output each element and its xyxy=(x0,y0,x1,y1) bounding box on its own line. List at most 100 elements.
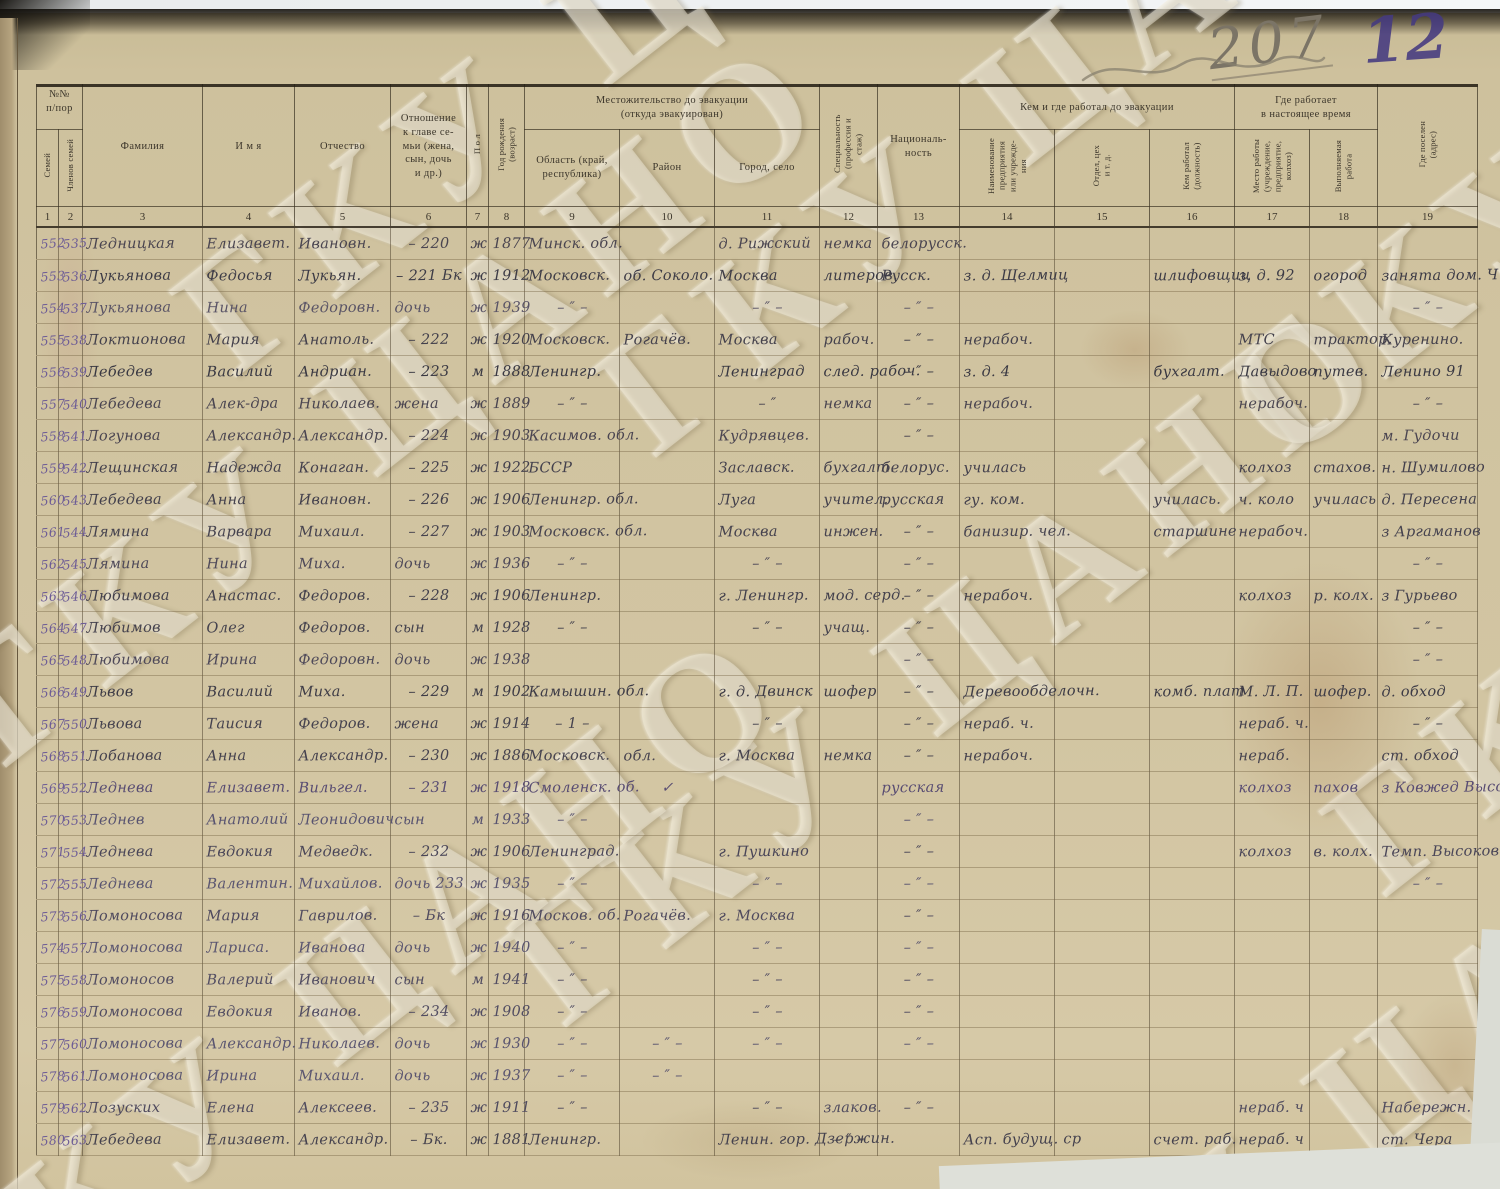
row-cell xyxy=(1149,1091,1235,1124)
row-cell xyxy=(1054,803,1150,836)
row-cell: ж xyxy=(466,835,489,868)
column-number: 8 xyxy=(488,206,525,228)
row-cell: бухгалт. xyxy=(819,451,895,484)
row-cell: Любимова xyxy=(82,578,203,613)
row-cell: ж xyxy=(466,1059,489,1092)
row-cell: сын xyxy=(390,611,467,644)
row-cell: Леонидович xyxy=(294,802,394,837)
header-raion: Район xyxy=(619,129,715,207)
row-cell: ч. коло xyxy=(1234,483,1310,516)
row-cell xyxy=(1149,579,1235,612)
row-cell: русская xyxy=(877,771,960,804)
row-cell: 1922 xyxy=(488,451,530,484)
row-cell: Лещинская xyxy=(82,450,203,485)
row-cell: – ″ – xyxy=(877,1091,960,1124)
row-cell: ж xyxy=(466,643,489,676)
column-number: 13 xyxy=(877,206,961,228)
row-cell: 558 xyxy=(35,418,65,453)
header-residence-group: Местожительство до эвакуации (откуда эва… xyxy=(523,85,821,130)
column-number: 5 xyxy=(294,206,391,228)
row-cell: Федосья xyxy=(202,259,295,292)
row-cell: шофер xyxy=(819,675,878,708)
row-cell: 548 xyxy=(57,642,87,677)
row-cell: МТС xyxy=(1234,323,1310,356)
row-cell: Лукьянова xyxy=(82,258,203,293)
row-cell: нераб. ч xyxy=(1234,1091,1310,1124)
row-cell: 559 xyxy=(35,450,65,485)
row-cell: дочь xyxy=(390,643,467,676)
row-cell: 552 xyxy=(35,226,65,261)
row-cell xyxy=(1309,867,1378,900)
row-cell: Львова xyxy=(82,706,203,741)
row-cell xyxy=(959,419,1055,452)
row-cell: ж xyxy=(466,771,489,804)
column-number: 19 xyxy=(1377,206,1479,228)
row-cell xyxy=(819,1059,878,1092)
row-cell: – ″ – xyxy=(524,1091,620,1124)
row-cell xyxy=(1149,419,1235,452)
row-cell: 1916 xyxy=(488,899,530,932)
row-cell xyxy=(1377,898,1478,933)
row-cell: учащ. xyxy=(819,611,878,644)
row-cell xyxy=(1309,931,1378,964)
row-cell: Московск. xyxy=(524,323,620,356)
row-cell: ж xyxy=(466,291,489,324)
row-cell: Темп. Высоковск. xyxy=(1377,834,1500,869)
row-cell: Ленингр. xyxy=(524,1123,620,1156)
row-cell: ж xyxy=(466,707,489,740)
row-cell xyxy=(1309,707,1378,740)
row-cell: Елизавет. xyxy=(202,1123,295,1156)
row-cell xyxy=(959,226,1055,260)
row-cell: Валерий xyxy=(202,963,295,996)
row-cell xyxy=(619,675,715,708)
row-cell xyxy=(1309,291,1378,324)
row-cell: 1906 xyxy=(488,483,530,516)
row-cell: Ледницкая xyxy=(82,226,203,261)
row-cell xyxy=(819,771,878,804)
row-cell xyxy=(1309,515,1378,548)
row-cell xyxy=(619,387,715,420)
row-cell: Лямина xyxy=(82,546,203,581)
row-cell xyxy=(1054,483,1150,516)
row-cell: – ″ – xyxy=(877,387,960,420)
row-cell xyxy=(1149,451,1235,484)
column-number: 2 xyxy=(58,206,83,228)
row-cell xyxy=(1149,899,1235,932)
row-cell: колхоз xyxy=(1234,451,1310,484)
row-cell: БССР xyxy=(524,451,620,484)
row-cell: з Гурьево xyxy=(1377,578,1478,613)
row-cell: м. Гудочи xyxy=(1377,418,1478,453)
row-cell: Лозуских xyxy=(82,1090,203,1125)
row-cell: Александр. xyxy=(294,1122,391,1157)
row-cell: 542 xyxy=(57,450,87,485)
row-cell: ж xyxy=(466,1091,489,1124)
row-cell xyxy=(1234,803,1310,836)
row-cell: з. д. 92 xyxy=(1234,259,1310,292)
row-cell: Михаил. xyxy=(294,1058,391,1093)
row-cell: – ″ – xyxy=(1377,290,1478,325)
row-cell: – 228 xyxy=(390,579,467,612)
row-cell xyxy=(819,707,878,740)
row-cell: – ″ – xyxy=(1377,546,1478,581)
row-cell xyxy=(1309,995,1378,1028)
row-cell: Ломоносова xyxy=(82,1058,203,1093)
row-cell: Федоровн. xyxy=(294,290,391,325)
row-cell: 560 xyxy=(57,1026,87,1061)
row-cell: – 232 xyxy=(390,835,467,868)
row-cell xyxy=(1149,867,1235,900)
table-row: 560 543 Лебедева Анна Ивановн. – 226 ж 1906 Лени… xyxy=(35,482,1478,517)
row-cell: Медведк. xyxy=(294,834,391,869)
row-cell: м xyxy=(466,803,489,836)
row-cell: нераб. ч. xyxy=(1234,707,1310,740)
table-row: 579 562 Лозуских Елена Алексеев. – 235 ж 1911– … xyxy=(35,1090,1478,1125)
row-cell: 1889 xyxy=(488,387,530,420)
row-cell: бухгалт. xyxy=(1149,355,1235,388)
row-cell xyxy=(1054,739,1150,772)
header-sex: П о л xyxy=(466,85,489,207)
row-cell: – ″ – xyxy=(714,866,820,901)
row-cell: г. Пушкино xyxy=(714,834,820,869)
row-cell xyxy=(1377,226,1478,261)
header-family-no: Семей xyxy=(36,129,59,207)
row-cell: дочь xyxy=(390,1059,467,1092)
row-cell: 1914 xyxy=(488,707,530,740)
